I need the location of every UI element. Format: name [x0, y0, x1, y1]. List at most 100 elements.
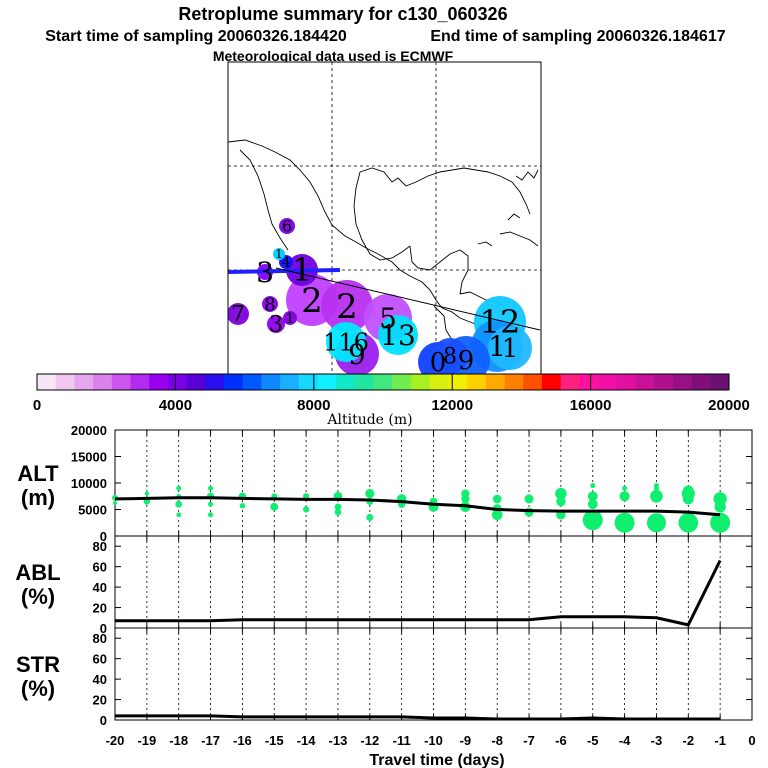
altitude-point [239, 503, 246, 509]
trajectory-line [275, 267, 541, 331]
baja-coast [239, 149, 289, 251]
met-data-subtitle: Meteorological data used is ECMWF [213, 48, 454, 64]
altitude-point [678, 512, 699, 533]
yucatan-coast [409, 245, 469, 295]
colorbar-swatch [261, 374, 281, 390]
y-tick-label: 15000 [71, 450, 107, 465]
y-tick-label: 20 [93, 601, 107, 616]
plume-label: 12 [480, 303, 521, 341]
y-tick-label: 10000 [71, 476, 107, 491]
y-tick-label: 0 [100, 713, 107, 728]
altitude-point [492, 494, 502, 504]
altitude-point [556, 496, 566, 507]
y-tick-label: 80 [93, 539, 107, 554]
altitude-point [590, 483, 596, 489]
altitude-point [208, 512, 214, 518]
y-tick-label: 20000 [71, 423, 107, 438]
altitude-point [334, 503, 342, 511]
altitude-point [524, 494, 534, 504]
plume-circle [378, 315, 418, 355]
panel-label-bottom: (m) [21, 485, 55, 510]
colorbar-swatch [111, 374, 132, 390]
start-time-subtitle: Start time of sampling 20060326.184420 [45, 28, 347, 45]
colorbar-swatch [55, 374, 75, 390]
altitude-point [713, 492, 727, 506]
plume-label: 4 [282, 255, 291, 271]
plume-label: 8 [443, 345, 457, 370]
plume-circle [262, 296, 278, 312]
plume-circles [228, 218, 532, 374]
colorbar-swatch [504, 374, 524, 390]
mexico-gulf-coast [353, 171, 411, 261]
chart-title: Retroplume summary for c130_060326 [178, 4, 507, 24]
altitude-point [491, 509, 503, 521]
colorbar-swatch [429, 374, 449, 390]
x-tick-label: -5 [587, 733, 599, 748]
colorbar-swatch [336, 374, 356, 390]
altitude-point [646, 513, 666, 533]
colorbar-swatch [654, 374, 674, 390]
altitude-point [143, 498, 151, 505]
panel-label-bottom: (%) [21, 584, 55, 609]
x-tick-label: -7 [523, 733, 535, 748]
x-tick-label: -18 [169, 733, 188, 748]
plume-label: 9 [458, 346, 475, 376]
colorbar-swatch [242, 374, 262, 390]
panel-label-top: STR [16, 652, 60, 677]
plume-label: 6 [282, 217, 292, 236]
plume-label: 5 [379, 302, 397, 335]
panel-label-top: ABL [15, 560, 60, 585]
altitude-point [366, 513, 374, 521]
colorbar-swatch [598, 374, 618, 390]
altitude-point [619, 491, 630, 502]
florida-coast [507, 213, 521, 221]
colorbar-swatch [167, 374, 188, 390]
y-tick-label: 60 [93, 652, 107, 667]
colorbar-swatch [467, 374, 487, 390]
altitude-point [682, 493, 694, 505]
panel-abl: 0 20 40 60 80 ABL(%) [15, 535, 753, 636]
altitude-point [622, 485, 628, 491]
plume-circle [267, 315, 285, 333]
plume-circle [326, 322, 366, 362]
x-tick-label: -6 [555, 733, 567, 748]
colorbar-swatch [523, 374, 543, 390]
cuba-coast [499, 231, 539, 247]
coastlines [228, 139, 539, 351]
x-tick-label: -1 [714, 733, 726, 748]
plume-label: 9 [348, 338, 366, 371]
plume-circle [488, 326, 532, 370]
x-tick-label: -17 [201, 733, 220, 748]
colorbar-swatch [392, 374, 412, 390]
x-tick-label: -14 [297, 733, 317, 748]
colorbar-swatch [672, 374, 693, 390]
x-axis-label: Travel time (days) [369, 752, 504, 768]
colorbar-tick-label: 0 [33, 397, 41, 414]
x-tick-label: -11 [393, 733, 411, 748]
colorbar-swatch [93, 374, 113, 390]
altitude-point [208, 485, 214, 491]
colorbar-swatch [37, 374, 57, 390]
plume-label: 3 [269, 313, 283, 338]
colorbar-swatch [541, 374, 562, 390]
plume-circle [228, 303, 249, 325]
colorbar-swatch [710, 374, 730, 390]
plume-label: 1 [275, 247, 283, 261]
plume-label: 2 [336, 287, 358, 327]
colorbar-swatch [616, 374, 636, 390]
altitude-point [653, 485, 659, 491]
x-tick-label: -19 [137, 733, 156, 748]
colorbar-swatch [74, 374, 94, 390]
altitude-point [587, 499, 598, 510]
percentage-line [115, 714, 721, 721]
altitude-point [650, 489, 663, 503]
x-tick-label: -4 [619, 733, 631, 748]
x-tick-label: -3 [651, 733, 663, 748]
east-coast [515, 169, 539, 181]
colorbar-title: Altitude (m) [326, 412, 412, 428]
time-series-panels: 05000100001500020000ALT(m)020406080ABL(%… [15, 423, 755, 748]
plume-circle [432, 338, 468, 374]
plume-label: 2 [301, 281, 323, 321]
plume-label: 116 [323, 328, 369, 356]
